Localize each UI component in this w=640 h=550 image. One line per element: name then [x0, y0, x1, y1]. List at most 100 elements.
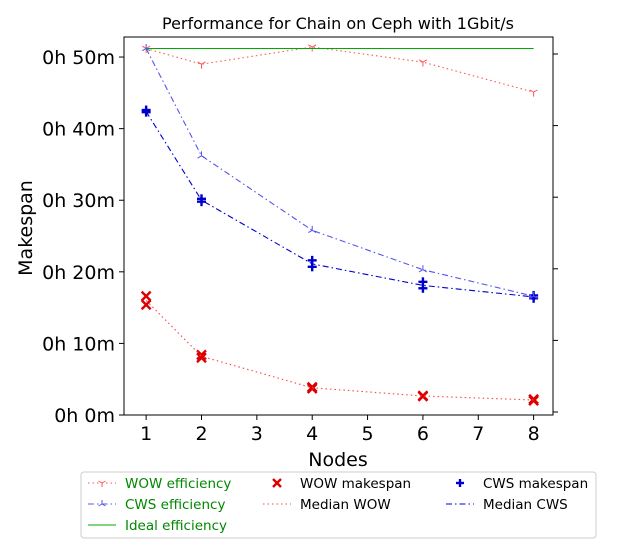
series-cws-efficiency	[141, 43, 538, 299]
data-point-wow-efficiency-2-stroke	[308, 44, 313, 48]
legend-entry-cws-efficiency: CWS efficiency	[88, 497, 225, 513]
data-point-cws-efficiency-3-stroke	[422, 269, 428, 273]
plot-frame	[123, 36, 554, 416]
series-line-cws-efficiency	[145, 48, 534, 297]
data-point-wow-efficiency-4	[529, 89, 538, 97]
series-wow-makespan	[140, 290, 539, 407]
data-point-wow-makespan-3	[196, 352, 207, 364]
series-line-median-wow	[145, 300, 534, 401]
data-point-wow-efficiency-4-stroke	[533, 89, 538, 93]
y-tick-label: 0h 10m	[42, 333, 115, 355]
x-tick-label: 7	[472, 423, 484, 445]
data-point-wow-efficiency-3-stroke	[418, 59, 424, 63]
legend-entry-wow-makespan: WOW makespan	[272, 476, 411, 492]
legend-label-median-cws: Median CWS	[483, 497, 568, 513]
legend-label-wow-efficiency: WOW efficiency	[125, 476, 231, 492]
x-tick-label: 8	[528, 423, 540, 445]
series-line-wow-efficiency	[145, 46, 534, 93]
series-wow-efficiency	[141, 44, 538, 97]
data-point-cws-efficiency-1	[197, 151, 206, 159]
data-point-wow-makespan-7	[417, 391, 429, 402]
legend-marker-cws-efficiency	[98, 500, 106, 507]
legend-marker-cws-efficiency-stroke	[98, 503, 103, 507]
x-tick-label: 3	[251, 423, 263, 445]
x-tick-label: 5	[362, 423, 374, 445]
data-point-wow-makespan-1-stroke	[140, 299, 152, 311]
series-median-wow	[145, 300, 534, 401]
data-point-cws-efficiency-0-stroke	[141, 48, 147, 52]
legend: WOW efficiency WOW makespan CWS makespan CW…	[80, 471, 597, 539]
legend-entry-cws-makespan: CWS makespan	[456, 476, 588, 492]
y-axis-label: Makespan	[15, 180, 37, 276]
series-median-cws	[145, 111, 534, 298]
data-point-wow-efficiency-2	[308, 44, 317, 52]
data-point-wow-makespan-2-stroke	[196, 349, 207, 361]
legend-entry-ideal-efficiency: Ideal efficiency	[88, 518, 227, 534]
data-point-cws-efficiency-1-stroke	[197, 155, 202, 159]
legend-entry-median-cws: Median CWS	[446, 497, 568, 513]
legend-label-median-wow: Median WOW	[300, 497, 391, 513]
legend-label-wow-makespan: WOW makespan	[300, 476, 411, 492]
x-axis: 1 2 3 4 5 6 7 8	[140, 415, 540, 445]
data-point-cws-efficiency-3	[418, 265, 428, 273]
data-point-wow-makespan-1	[140, 299, 152, 311]
data-point-wow-makespan-3-stroke	[196, 352, 207, 364]
data-point-cws-efficiency-2	[308, 225, 317, 233]
x-tick-label: 6	[417, 423, 429, 445]
secondary-y-axis	[553, 53, 558, 413]
data-point-cws-efficiency-1-stroke	[201, 155, 206, 159]
data-point-wow-efficiency-4-stroke	[529, 89, 534, 93]
data-point-wow-makespan-5	[306, 383, 318, 394]
data-point-wow-makespan-7-stroke	[417, 391, 429, 402]
data-point-cws-efficiency-3-stroke	[418, 269, 424, 273]
legend-label-cws-makespan: CWS makespan	[483, 476, 588, 492]
legend-marker-wow-efficiency-stroke	[98, 480, 103, 484]
data-point-wow-efficiency-1-stroke	[201, 61, 206, 65]
chart-title: Performance for Chain on Ceph with 1Gbit…	[162, 14, 514, 33]
legend-label-cws-efficiency: CWS efficiency	[125, 497, 225, 513]
data-point-wow-efficiency-2-stroke	[311, 44, 317, 48]
legend-label-ideal-efficiency: Ideal efficiency	[125, 518, 227, 534]
series-line-median-cws	[145, 111, 534, 298]
data-point-cws-efficiency-4	[529, 291, 538, 299]
x-tick-label: 2	[195, 423, 207, 445]
x-axis-label: Nodes	[308, 449, 368, 471]
legend-marker-cws-efficiency-stroke	[101, 503, 106, 507]
x-tick-label: 4	[306, 423, 318, 445]
data-point-cws-efficiency-2-stroke	[308, 229, 313, 233]
data-point-cws-efficiency-4-stroke	[533, 295, 538, 299]
data-point-wow-efficiency-3-stroke	[422, 59, 428, 63]
data-point-wow-makespan-9-stroke	[528, 395, 539, 407]
data-point-wow-makespan-2	[196, 349, 207, 361]
legend-entry-wow-efficiency: WOW efficiency	[88, 476, 231, 492]
legend-marker-wow-makespan	[272, 478, 282, 488]
y-tick-label: 0h 20m	[42, 262, 115, 284]
data-point-wow-makespan-9	[528, 395, 539, 407]
legend-entry-median-wow: Median WOW	[263, 497, 391, 513]
data-point-cws-makespan-3	[196, 197, 206, 207]
y-tick-label: 0h 0m	[54, 405, 115, 427]
y-tick-label: 0h 50m	[42, 47, 115, 69]
data-point-wow-makespan-0-stroke	[140, 290, 152, 302]
legend-frame	[80, 471, 597, 539]
data-point-cws-efficiency-2-stroke	[311, 229, 317, 233]
y-tick-label: 0h 30m	[42, 190, 115, 212]
data-point-wow-efficiency-1-stroke	[197, 61, 202, 65]
legend-marker-wow-efficiency-stroke	[101, 480, 106, 484]
data-point-cws-makespan-7	[418, 283, 428, 293]
data-point-wow-efficiency-1	[197, 61, 206, 69]
legend-marker-wow-efficiency	[98, 480, 106, 487]
data-point-wow-efficiency-0-stroke	[141, 45, 147, 49]
series-cws-makespan	[141, 105, 539, 303]
data-point-wow-makespan-0	[140, 290, 152, 302]
y-tick-label: 0h 40m	[42, 119, 115, 141]
y-axis: 0h 0m 0h 10m 0h 20m 0h 30m 0h 40m 0h 50m	[42, 47, 124, 427]
data-point-wow-makespan-5-stroke	[306, 383, 318, 394]
x-tick-label: 1	[140, 423, 152, 445]
legend-marker-cws-makespan	[456, 479, 464, 487]
plot-marks	[140, 43, 539, 407]
data-point-cws-efficiency-4-stroke	[529, 295, 534, 299]
data-point-wow-efficiency-3	[418, 59, 428, 67]
legend-marker-wow-makespan-stroke	[272, 478, 282, 488]
